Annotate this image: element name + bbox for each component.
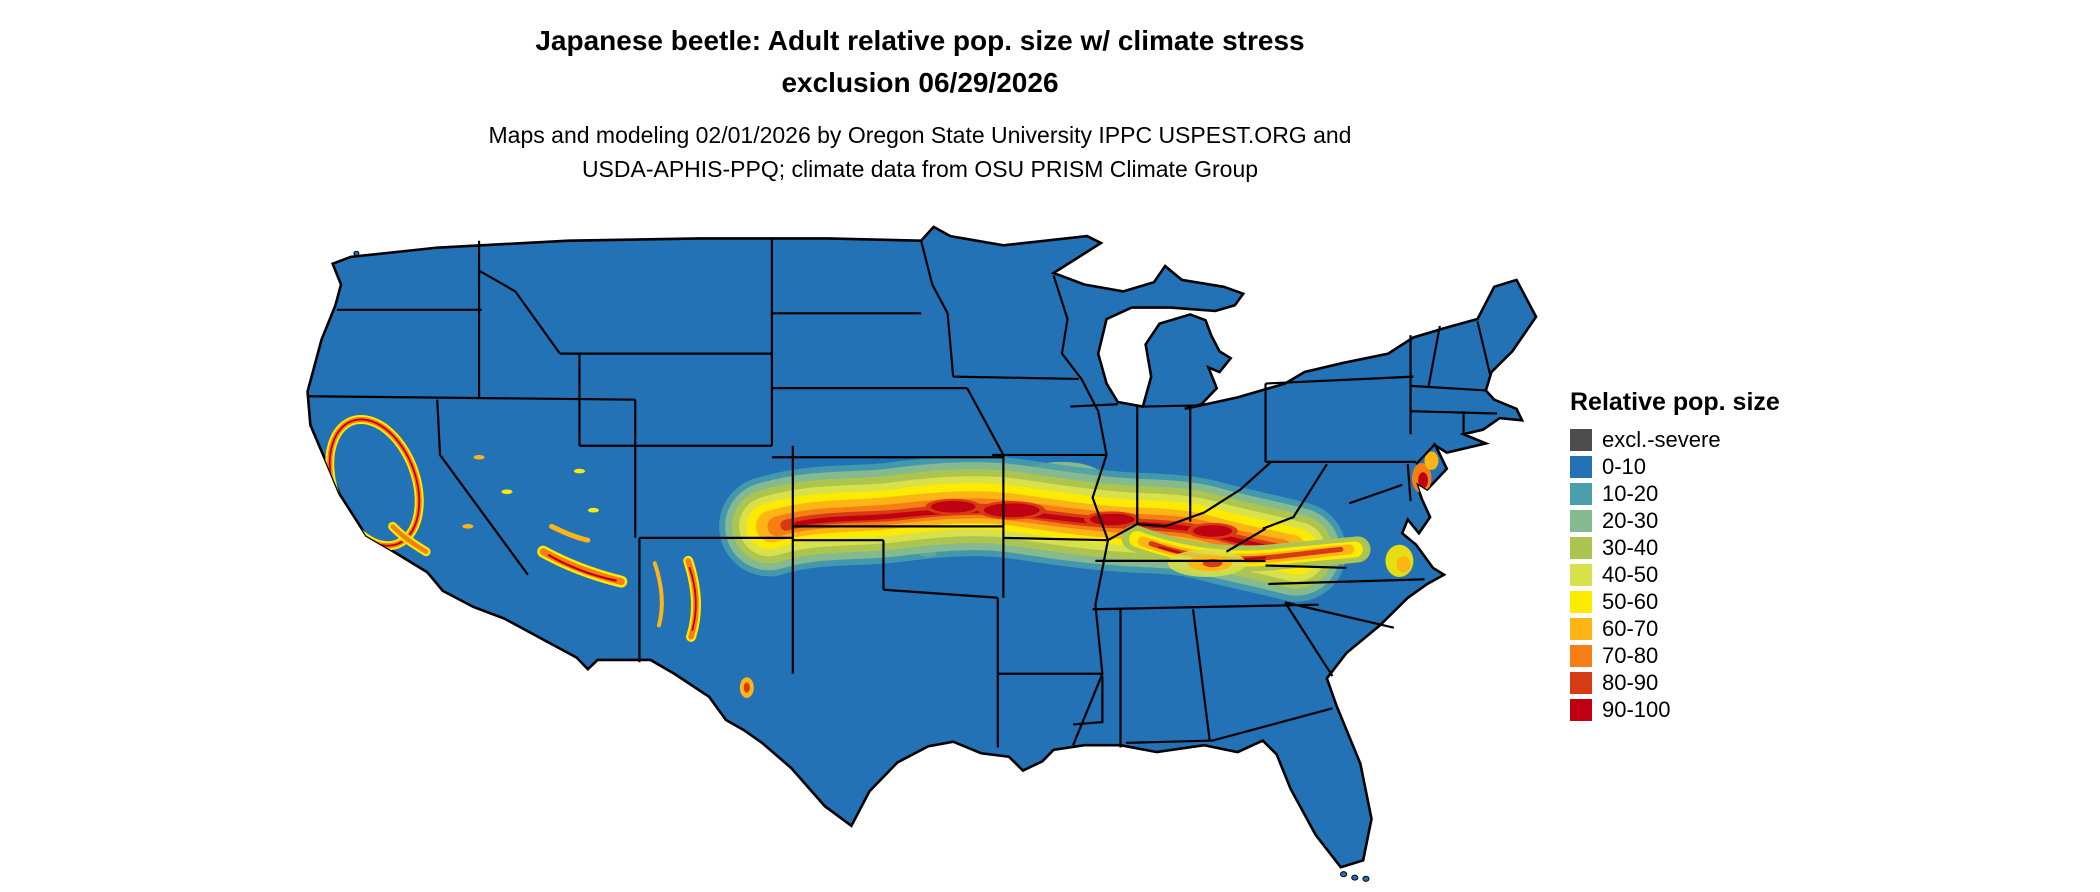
legend-swatch-20-30: [1570, 510, 1592, 532]
legend-label: 40-50: [1602, 562, 1659, 587]
legend-label: excl.-severe: [1602, 427, 1721, 452]
legend-item: 0-10: [1570, 456, 1830, 478]
legend-label: 90-100: [1602, 697, 1671, 722]
florida-keys: [1341, 872, 1369, 882]
legend-swatch-excl-severe: [1570, 429, 1592, 451]
legend-item: 70-80: [1570, 645, 1830, 667]
legend-swatch-10-20: [1570, 483, 1592, 505]
page-subtitle-line2: USDA-APHIS-PPQ; climate data from OSU PR…: [581, 156, 1259, 182]
legend-swatch-50-60: [1570, 591, 1592, 613]
legend-item: 50-60: [1570, 591, 1830, 613]
legend-item: 80-90: [1570, 672, 1830, 694]
legend-label: 30-40: [1602, 535, 1659, 560]
heat-newmexico-ranges: [655, 561, 754, 698]
page-title: Japanese beetle: Adult relative pop. siz…: [0, 20, 1840, 104]
page-subtitle: Maps and modeling 02/01/2026 by Oregon S…: [0, 118, 1840, 186]
legend-label: 50-60: [1602, 589, 1659, 614]
legend-item: 20-30: [1570, 510, 1830, 532]
page-subtitle-line1: Maps and modeling 02/01/2026 by Oregon S…: [488, 122, 1352, 148]
legend-item: 60-70: [1570, 618, 1830, 640]
page-title-line1: Japanese beetle: Adult relative pop. siz…: [535, 25, 1305, 56]
legend-label: 80-90: [1602, 670, 1659, 695]
legend: Relative pop. size excl.-severe 0-10 10-…: [1570, 388, 1830, 726]
page-title-line2: exclusion 06/29/2026: [781, 67, 1059, 98]
legend-swatch-60-70: [1570, 618, 1592, 640]
us-heat-map: [295, 220, 1550, 888]
legend-item: 40-50: [1570, 564, 1830, 586]
legend-label: 60-70: [1602, 616, 1659, 641]
legend-swatch-0-10: [1570, 456, 1592, 478]
heat-nevada-utah-specks: [462, 454, 599, 529]
legend-label: 20-30: [1602, 508, 1659, 533]
legend-swatch-30-40: [1570, 537, 1592, 559]
legend-label: 0-10: [1602, 454, 1647, 479]
legend-item: 90-100: [1570, 699, 1830, 721]
legend-item: 10-20: [1570, 483, 1830, 505]
legend-label: 10-20: [1602, 481, 1659, 506]
heat-band-southeast: [1134, 538, 1357, 578]
legend-swatch-90-100: [1570, 699, 1592, 721]
state-borders: [308, 238, 1497, 747]
legend-label: 70-80: [1602, 643, 1659, 668]
heat-socal-coast-core: [393, 526, 426, 551]
legend-item: excl.-severe: [1570, 429, 1830, 451]
us-map-svg: [295, 220, 1550, 888]
heat-band-red-cores: [925, 498, 1238, 540]
heat-midatlantic-pockets: [1385, 451, 1439, 578]
legend-swatch-80-90: [1570, 672, 1592, 694]
puget-islet: [354, 251, 359, 255]
legend-item: 30-40: [1570, 537, 1830, 559]
legend-swatch-40-50: [1570, 564, 1592, 586]
legend-title: Relative pop. size: [1570, 388, 1780, 416]
legend-swatch-70-80: [1570, 645, 1592, 667]
heat-arizona-rim: [543, 526, 621, 581]
heat-overlay: [315, 412, 1439, 698]
